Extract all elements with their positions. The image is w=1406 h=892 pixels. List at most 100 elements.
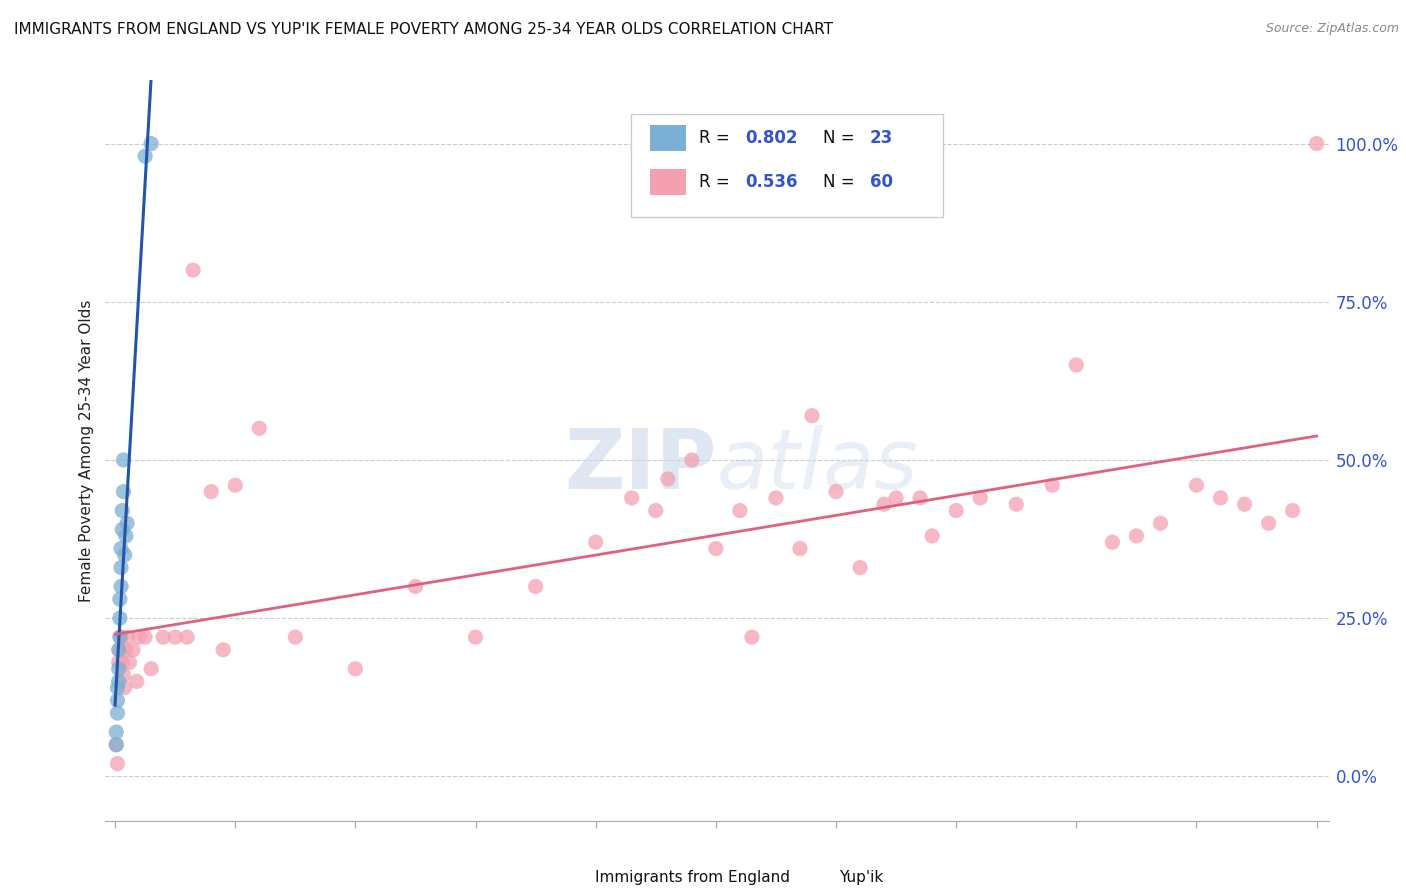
Point bbox=[404, 580, 426, 594]
Point bbox=[111, 503, 134, 517]
Point bbox=[765, 491, 787, 505]
Point bbox=[224, 478, 246, 492]
Point bbox=[585, 535, 607, 549]
Point bbox=[1066, 358, 1088, 372]
Point bbox=[908, 491, 931, 505]
Point bbox=[134, 149, 156, 163]
Point bbox=[1149, 516, 1171, 531]
Point bbox=[176, 630, 198, 644]
FancyBboxPatch shape bbox=[803, 866, 834, 889]
Point bbox=[107, 662, 129, 676]
Text: 100.0%: 100.0% bbox=[1265, 891, 1329, 892]
Point bbox=[108, 642, 131, 657]
Text: N =: N = bbox=[824, 129, 860, 147]
Point bbox=[728, 503, 751, 517]
Point bbox=[108, 630, 131, 644]
Point bbox=[1125, 529, 1147, 543]
Text: R =: R = bbox=[699, 173, 735, 192]
Point bbox=[125, 674, 148, 689]
Point bbox=[165, 630, 187, 644]
Point bbox=[1257, 516, 1279, 531]
Point bbox=[112, 453, 135, 467]
Point bbox=[1305, 136, 1327, 151]
Point bbox=[111, 523, 134, 537]
Point bbox=[247, 421, 270, 435]
Point bbox=[1281, 503, 1303, 517]
Point bbox=[105, 738, 128, 752]
Point bbox=[849, 560, 872, 574]
Point bbox=[111, 656, 134, 670]
Y-axis label: Female Poverty Among 25-34 Year Olds: Female Poverty Among 25-34 Year Olds bbox=[79, 300, 94, 601]
Point bbox=[108, 611, 131, 625]
Point bbox=[105, 738, 128, 752]
Text: Source: ZipAtlas.com: Source: ZipAtlas.com bbox=[1265, 22, 1399, 36]
Point bbox=[1040, 478, 1063, 492]
Point bbox=[110, 541, 132, 556]
Text: N =: N = bbox=[824, 173, 860, 192]
Point bbox=[107, 642, 129, 657]
Point bbox=[464, 630, 486, 644]
Point bbox=[118, 656, 141, 670]
Point bbox=[115, 529, 138, 543]
Point bbox=[107, 656, 129, 670]
Point bbox=[873, 497, 896, 511]
Point bbox=[115, 642, 138, 657]
Point bbox=[114, 548, 136, 562]
Point bbox=[741, 630, 763, 644]
Point bbox=[789, 541, 811, 556]
FancyBboxPatch shape bbox=[558, 866, 589, 889]
Point bbox=[945, 503, 967, 517]
Point bbox=[139, 136, 162, 151]
Point bbox=[110, 560, 132, 574]
Text: 0.0%: 0.0% bbox=[105, 891, 148, 892]
Point bbox=[344, 662, 367, 676]
FancyBboxPatch shape bbox=[631, 113, 943, 218]
Text: 23: 23 bbox=[870, 129, 893, 147]
Point bbox=[112, 668, 135, 682]
Point bbox=[122, 642, 145, 657]
Text: Immigrants from England: Immigrants from England bbox=[595, 871, 790, 885]
Point bbox=[1005, 497, 1028, 511]
Point bbox=[112, 484, 135, 499]
Point bbox=[801, 409, 824, 423]
Text: Yup'ik: Yup'ik bbox=[839, 871, 883, 885]
Point bbox=[825, 484, 848, 499]
Point bbox=[105, 725, 128, 739]
Point bbox=[114, 681, 136, 695]
Point bbox=[152, 630, 174, 644]
Text: atlas: atlas bbox=[717, 425, 918, 506]
Text: IMMIGRANTS FROM ENGLAND VS YUP'IK FEMALE POVERTY AMONG 25-34 YEAR OLDS CORRELATI: IMMIGRANTS FROM ENGLAND VS YUP'IK FEMALE… bbox=[14, 22, 834, 37]
Point bbox=[128, 630, 150, 644]
Point bbox=[921, 529, 943, 543]
Point bbox=[107, 706, 129, 720]
Point bbox=[681, 453, 703, 467]
Point bbox=[110, 580, 132, 594]
Point bbox=[524, 580, 547, 594]
Point bbox=[1101, 535, 1123, 549]
Point bbox=[115, 630, 138, 644]
Point bbox=[107, 756, 129, 771]
Point bbox=[107, 693, 129, 707]
Point bbox=[212, 642, 235, 657]
Point bbox=[1185, 478, 1208, 492]
Point bbox=[115, 516, 138, 531]
Text: 0.536: 0.536 bbox=[745, 173, 797, 192]
Point bbox=[107, 674, 129, 689]
Point bbox=[657, 472, 679, 486]
Text: ZIP: ZIP bbox=[565, 425, 717, 506]
Text: 60: 60 bbox=[870, 173, 893, 192]
Point bbox=[107, 681, 129, 695]
Point bbox=[284, 630, 307, 644]
Point bbox=[139, 662, 162, 676]
Point bbox=[134, 630, 156, 644]
Point bbox=[1233, 497, 1256, 511]
Text: 0.802: 0.802 bbox=[745, 129, 797, 147]
Point bbox=[110, 630, 132, 644]
Point bbox=[1209, 491, 1232, 505]
Point bbox=[200, 484, 222, 499]
Point bbox=[181, 263, 204, 277]
Point bbox=[884, 491, 907, 505]
Point bbox=[704, 541, 727, 556]
Point bbox=[620, 491, 643, 505]
Point bbox=[108, 592, 131, 607]
